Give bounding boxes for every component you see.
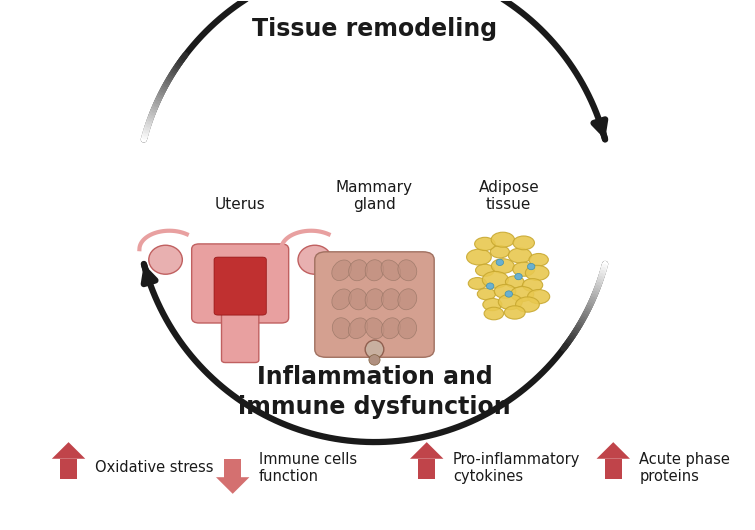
Text: Tissue remodeling: Tissue remodeling <box>252 17 497 41</box>
Ellipse shape <box>516 297 539 312</box>
Text: Inflammation and
immune dysfunction: Inflammation and immune dysfunction <box>238 365 511 419</box>
Polygon shape <box>216 477 249 494</box>
Ellipse shape <box>466 276 489 291</box>
FancyBboxPatch shape <box>315 252 434 357</box>
Ellipse shape <box>397 318 418 339</box>
Ellipse shape <box>381 289 400 310</box>
FancyBboxPatch shape <box>192 244 288 323</box>
Ellipse shape <box>496 259 504 266</box>
FancyBboxPatch shape <box>221 310 259 363</box>
Polygon shape <box>410 442 443 459</box>
Ellipse shape <box>365 260 384 280</box>
Ellipse shape <box>508 248 532 263</box>
Ellipse shape <box>349 318 368 339</box>
Ellipse shape <box>149 245 183 274</box>
Ellipse shape <box>365 289 384 310</box>
Ellipse shape <box>298 245 331 274</box>
Ellipse shape <box>483 299 501 311</box>
Ellipse shape <box>503 274 527 290</box>
Ellipse shape <box>512 235 535 250</box>
Ellipse shape <box>398 289 417 310</box>
Text: Pro-inflammatory
cytokines: Pro-inflammatory cytokines <box>453 452 580 484</box>
Ellipse shape <box>515 273 522 280</box>
FancyBboxPatch shape <box>60 459 77 479</box>
Ellipse shape <box>529 254 548 266</box>
Text: Adipose
tissue: Adipose tissue <box>479 180 539 213</box>
Ellipse shape <box>381 260 401 281</box>
Ellipse shape <box>349 260 368 281</box>
Ellipse shape <box>365 318 384 339</box>
Ellipse shape <box>492 259 514 273</box>
Ellipse shape <box>485 273 506 287</box>
Ellipse shape <box>331 260 352 280</box>
Text: Acute phase
proteins: Acute phase proteins <box>639 452 730 484</box>
Ellipse shape <box>331 289 352 310</box>
Ellipse shape <box>528 290 550 304</box>
Ellipse shape <box>505 291 513 297</box>
Ellipse shape <box>486 283 494 289</box>
Text: Oxidative stress: Oxidative stress <box>94 461 213 475</box>
Ellipse shape <box>365 340 384 359</box>
Text: Uterus: Uterus <box>214 197 266 213</box>
Text: Mammary
gland: Mammary gland <box>336 180 413 213</box>
Ellipse shape <box>475 287 498 302</box>
Ellipse shape <box>521 278 544 293</box>
Ellipse shape <box>528 263 535 270</box>
Polygon shape <box>52 442 85 459</box>
Ellipse shape <box>514 263 533 276</box>
Ellipse shape <box>510 286 535 302</box>
Ellipse shape <box>528 267 547 279</box>
Ellipse shape <box>467 250 491 264</box>
Polygon shape <box>596 442 630 459</box>
Ellipse shape <box>472 235 498 252</box>
Ellipse shape <box>491 232 515 248</box>
Ellipse shape <box>332 318 351 339</box>
FancyBboxPatch shape <box>214 257 267 315</box>
Ellipse shape <box>484 307 504 320</box>
Ellipse shape <box>397 260 418 280</box>
FancyBboxPatch shape <box>605 459 621 479</box>
Ellipse shape <box>381 318 401 339</box>
Ellipse shape <box>473 262 498 278</box>
Ellipse shape <box>504 306 525 319</box>
Ellipse shape <box>498 294 522 310</box>
Ellipse shape <box>369 355 380 365</box>
Text: Immune cells
function: Immune cells function <box>259 452 357 484</box>
Ellipse shape <box>488 244 512 260</box>
FancyBboxPatch shape <box>418 459 435 479</box>
FancyBboxPatch shape <box>224 459 241 479</box>
Ellipse shape <box>349 289 368 310</box>
Ellipse shape <box>494 284 516 299</box>
